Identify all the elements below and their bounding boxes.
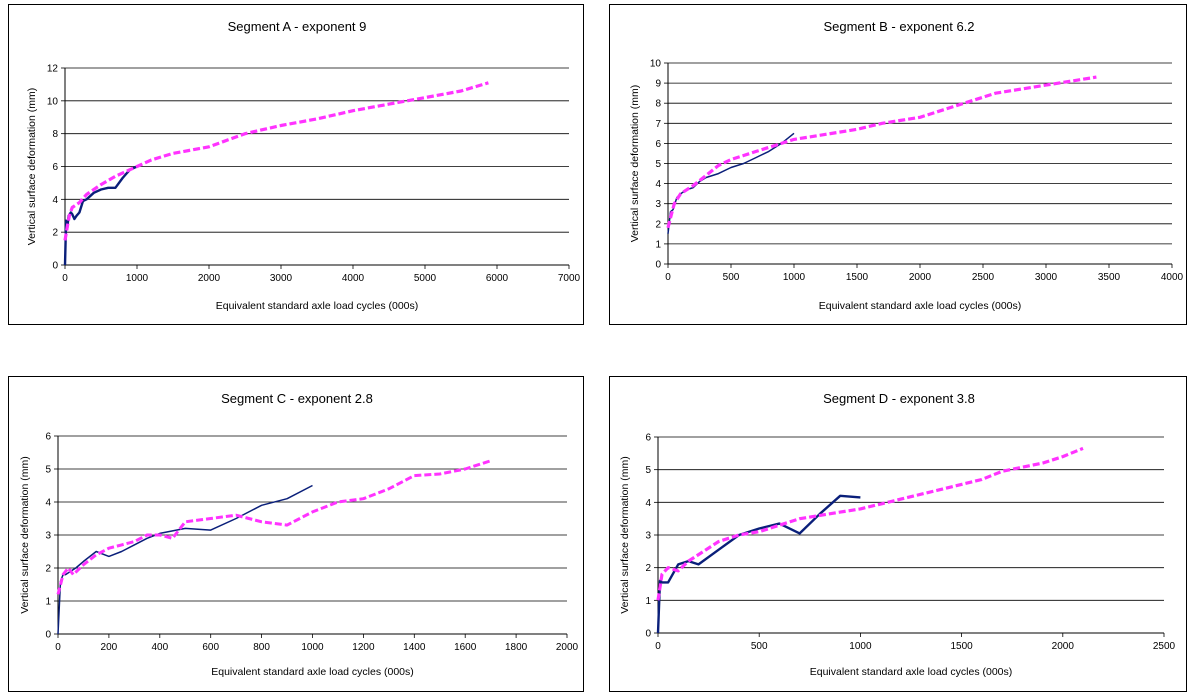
y-axis-label: Vertical surface deformation (mm): [19, 456, 31, 614]
x-tick-label: 1000: [126, 273, 149, 284]
x-tick-label: 1400: [403, 642, 426, 653]
x-tick-label: 0: [665, 272, 671, 283]
series-line-dashed: [656, 446, 1084, 601]
x-tick-label: 1200: [352, 642, 375, 653]
x-tick-label: 1800: [505, 642, 528, 653]
y-tick-label: 8: [52, 129, 58, 140]
x-tick-label: 7000: [558, 273, 581, 284]
y-tick-label: 0: [52, 261, 58, 272]
chart-title: Segment B - exponent 6.2: [823, 19, 974, 34]
x-tick-label: 0: [62, 273, 68, 284]
series-line-solid: [57, 484, 313, 635]
series-line-solid: [63, 165, 138, 266]
y-tick-label: 5: [655, 159, 661, 170]
x-tick-label: 2500: [1153, 641, 1176, 652]
series-line-dashed: [666, 75, 1097, 229]
x-tick-label: 1500: [846, 272, 869, 283]
x-tick-label: 4000: [1161, 272, 1184, 283]
x-axis-label: Equivalent standard axle load cycles (00…: [810, 666, 1013, 678]
y-tick-label: 1: [45, 597, 51, 608]
y-tick-label: 4: [645, 498, 651, 509]
chart-title: Segment A - exponent 9: [228, 19, 367, 34]
x-tick-label: 6000: [486, 273, 509, 284]
chart-a-svg: Segment A - exponent 9 0 2 4 6 8 10 12 0 1000 2000…: [26, 19, 581, 312]
x-tick-label: 2000: [556, 642, 579, 653]
y-tick-label: 2: [45, 564, 51, 575]
x-tick-label: 500: [751, 641, 768, 652]
y-tick-label: 10: [650, 59, 662, 70]
chart-d-svg: Segment D - exponent 3.8 0 1 2 3 4 5 6 0 500 1000 1…: [619, 391, 1176, 678]
y-tick-label: 5: [45, 465, 51, 476]
x-tick-label: 2000: [909, 272, 932, 283]
chart-panel-segment-c: Segment C - exponent 2.8 0 1 2 3 4 5 6 0 200 400 60…: [8, 376, 584, 692]
chart-panel-segment-a: Segment A - exponent 9 0 2 4 6 8 10 12 0 1000 2000…: [8, 4, 584, 325]
x-tick-label: 0: [55, 642, 61, 653]
y-tick-label: 3: [655, 199, 661, 210]
y-tick-label: 2: [645, 563, 651, 574]
y-axis-label: Vertical surface deformation (mm): [26, 88, 38, 246]
x-tick-label: 2500: [972, 272, 995, 283]
y-tick-label: 0: [645, 629, 651, 640]
chart-panel-segment-b: Segment B - exponent 6.2 0 1 2 3 4 5 6 7 8 9 10 0 500…: [609, 4, 1187, 325]
x-tick-label: 800: [253, 642, 270, 653]
y-tick-label: 10: [47, 96, 59, 107]
y-tick-label: 0: [45, 630, 51, 641]
y-tick-label: 5: [645, 465, 651, 476]
x-tick-label: 0: [655, 641, 661, 652]
x-tick-label: 1600: [454, 642, 477, 653]
x-axis-label: Equivalent standard axle load cycles (00…: [819, 300, 1022, 312]
x-tick-label: 2000: [198, 273, 221, 284]
y-tick-label: 6: [45, 432, 51, 443]
x-tick-label: 1500: [950, 641, 973, 652]
y-tick-label: 6: [645, 433, 651, 444]
y-tick-label: 4: [655, 179, 661, 190]
x-tick-label: 1000: [849, 641, 872, 652]
y-tick-label: 7: [655, 119, 661, 130]
x-tick-label: 3500: [1098, 272, 1121, 283]
series-line-dashed: [63, 81, 489, 241]
y-tick-label: 1: [645, 596, 651, 607]
y-tick-label: 9: [655, 79, 661, 90]
x-tick-label: 2000: [1052, 641, 1075, 652]
y-tick-label: 12: [47, 64, 59, 75]
y-tick-label: 2: [655, 219, 661, 230]
x-tick-label: 600: [202, 642, 219, 653]
chart-title: Segment D - exponent 3.8: [823, 391, 975, 406]
chart-b-svg: Segment B - exponent 6.2 0 1 2 3 4 5 6 7 8 9 10 0 500…: [629, 19, 1184, 312]
y-tick-label: 6: [52, 162, 58, 173]
x-tick-label: 1000: [783, 272, 806, 283]
x-axis-label: Equivalent standard axle load cycles (00…: [211, 666, 414, 678]
y-axis-label: Vertical surface deformation (mm): [619, 456, 631, 614]
y-tick-label: 3: [645, 531, 651, 542]
x-tick-label: 400: [151, 642, 168, 653]
y-tick-label: 0: [655, 260, 661, 271]
x-tick-label: 3000: [1035, 272, 1058, 283]
y-tick-label: 1: [655, 239, 661, 250]
chart-panel-segment-d: Segment D - exponent 3.8 0 1 2 3 4 5 6 0 500 1000 1…: [609, 376, 1187, 692]
x-tick-label: 500: [723, 272, 740, 283]
x-tick-label: 3000: [270, 273, 293, 284]
series-line-dashed: [56, 459, 492, 595]
series-line-solid: [656, 494, 861, 634]
y-tick-label: 2: [52, 228, 58, 239]
x-tick-label: 200: [101, 642, 118, 653]
y-tick-label: 4: [52, 195, 58, 206]
x-tick-label: 4000: [342, 273, 365, 284]
x-tick-label: 5000: [414, 273, 437, 284]
y-tick-label: 6: [655, 139, 661, 150]
y-tick-label: 3: [45, 531, 51, 542]
x-axis-label: Equivalent standard axle load cycles (00…: [216, 300, 419, 312]
y-axis-label: Vertical surface deformation (mm): [629, 85, 641, 243]
y-tick-label: 8: [655, 99, 661, 110]
chart-title: Segment C - exponent 2.8: [221, 391, 373, 406]
chart-c-svg: Segment C - exponent 2.8 0 1 2 3 4 5 6 0 200 400 60…: [19, 391, 579, 678]
x-tick-label: 1000: [301, 642, 324, 653]
y-tick-label: 4: [45, 498, 51, 509]
